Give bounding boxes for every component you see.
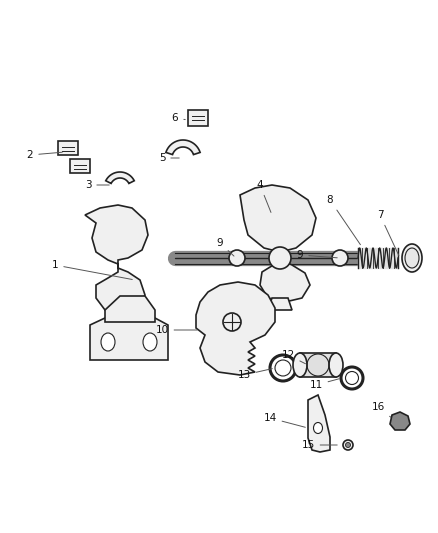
Polygon shape <box>188 110 208 126</box>
Ellipse shape <box>293 353 307 377</box>
Text: 7: 7 <box>377 210 399 255</box>
Polygon shape <box>300 353 336 377</box>
Ellipse shape <box>101 333 115 351</box>
Text: 14: 14 <box>263 413 305 427</box>
Polygon shape <box>70 159 90 173</box>
Text: 5: 5 <box>159 153 179 163</box>
Ellipse shape <box>229 250 245 266</box>
Text: 1: 1 <box>52 260 132 279</box>
Ellipse shape <box>346 442 350 448</box>
Ellipse shape <box>314 423 322 433</box>
Polygon shape <box>85 205 148 314</box>
Polygon shape <box>240 185 316 302</box>
Polygon shape <box>106 172 134 183</box>
Text: 6: 6 <box>172 113 185 123</box>
Text: 8: 8 <box>327 195 360 245</box>
Polygon shape <box>105 296 155 322</box>
Ellipse shape <box>405 248 419 268</box>
Text: 9: 9 <box>217 238 234 256</box>
Ellipse shape <box>329 353 343 377</box>
Text: 11: 11 <box>309 379 339 390</box>
Polygon shape <box>390 412 410 430</box>
Ellipse shape <box>346 372 358 384</box>
Text: 3: 3 <box>85 180 109 190</box>
Text: 16: 16 <box>371 402 391 417</box>
Ellipse shape <box>402 244 422 272</box>
Polygon shape <box>90 318 168 360</box>
Polygon shape <box>196 282 275 375</box>
Ellipse shape <box>343 440 353 450</box>
Ellipse shape <box>223 313 241 331</box>
Text: 15: 15 <box>301 440 337 450</box>
Ellipse shape <box>143 333 157 351</box>
Text: 13: 13 <box>237 369 272 380</box>
Polygon shape <box>268 298 292 310</box>
Ellipse shape <box>275 360 291 376</box>
Text: 4: 4 <box>257 180 271 213</box>
Ellipse shape <box>270 355 296 381</box>
Polygon shape <box>308 395 330 452</box>
Text: 9: 9 <box>297 250 337 260</box>
Polygon shape <box>166 140 200 155</box>
Text: 2: 2 <box>27 150 62 160</box>
Text: 10: 10 <box>155 325 197 335</box>
Ellipse shape <box>341 367 363 389</box>
Polygon shape <box>58 141 78 155</box>
Ellipse shape <box>332 250 348 266</box>
Ellipse shape <box>269 247 291 269</box>
Text: 12: 12 <box>281 350 306 364</box>
